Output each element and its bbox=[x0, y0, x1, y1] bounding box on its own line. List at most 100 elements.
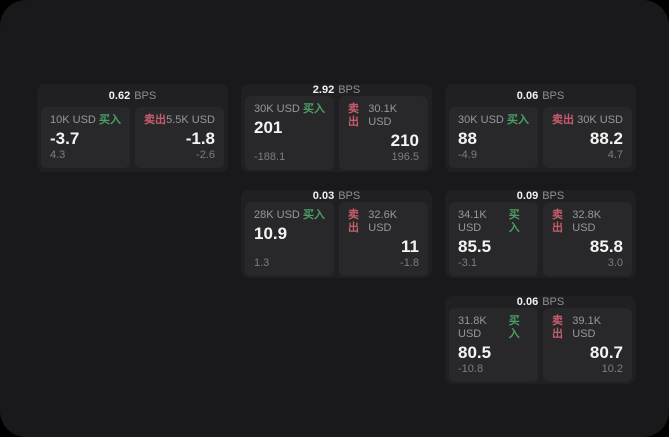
sell-price-value: 88.2 bbox=[589, 129, 623, 148]
sell-panel-top: 卖出 30K USD bbox=[552, 114, 623, 127]
sell-price-value: 11 bbox=[401, 237, 419, 256]
bps-unit-label: BPS bbox=[542, 190, 565, 202]
sell-price-value: -1.8 bbox=[185, 129, 215, 148]
card-header: 0.06 BPS bbox=[449, 84, 632, 107]
bps-unit-label: BPS bbox=[338, 84, 361, 96]
sell-side-label: 卖出 bbox=[144, 114, 166, 126]
sell-price-value: 85.8 bbox=[589, 237, 623, 256]
quote-card: 2.92 BPS 30K USD 买入 201 -188.1 卖出 30.1K … bbox=[241, 84, 432, 172]
quote-card: 0.06 BPS 31.8K USD 买入 80.5 -10.8 卖出 39.1… bbox=[445, 296, 636, 384]
sell-quote-panel[interactable]: 卖出 32.8K USD 85.8 3.0 bbox=[543, 202, 632, 276]
sell-delta-value: 3.0 bbox=[607, 257, 623, 269]
sell-quote-panel[interactable]: 卖出 30.1K USD 210 196.5 bbox=[339, 96, 428, 170]
buy-amount-label: 30K USD bbox=[458, 114, 504, 126]
quote-card: 0.03 BPS 28K USD 买入 10.9 1.3 卖出 32.6K US… bbox=[241, 190, 432, 278]
bps-spread-value: 2.92 bbox=[312, 84, 335, 96]
buy-side-label: 买入 bbox=[99, 114, 121, 126]
buy-price-value: 80.5 bbox=[458, 343, 492, 362]
buy-panel-top: 31.8K USD 买入 bbox=[458, 315, 529, 341]
bps-unit-label: BPS bbox=[134, 89, 157, 102]
sell-delta-value: 4.7 bbox=[607, 149, 623, 161]
quote-card: 0.06 BPS 30K USD 买入 88 -4.9 卖出 30K USD 8… bbox=[445, 84, 636, 172]
sell-quote-panel[interactable]: 卖出 39.1K USD 80.7 10.2 bbox=[543, 308, 632, 382]
quote-card: 0.09 BPS 34.1K USD 买入 85.5 -3.1 卖出 32.8K… bbox=[445, 190, 636, 278]
sell-side-label: 卖出 bbox=[552, 114, 574, 126]
sell-panel-top: 卖出 30.1K USD bbox=[348, 103, 419, 129]
bps-spread-value: 0.62 bbox=[108, 89, 131, 102]
buy-price-value: 10.9 bbox=[254, 224, 288, 243]
buy-panel-top: 34.1K USD 买入 bbox=[458, 209, 529, 235]
quote-panels: 10K USD 买入 -3.7 4.3 卖出 5.5K USD -1.8 -2.… bbox=[41, 107, 224, 168]
sell-side-label: 卖出 bbox=[552, 315, 563, 340]
card-header: 0.62 BPS bbox=[41, 84, 224, 107]
quote-panels: 30K USD 买入 88 -4.9 卖出 30K USD 88.2 4.7 bbox=[449, 107, 632, 168]
bps-spread-value: 0.03 bbox=[312, 190, 335, 202]
buy-quote-panel[interactable]: 28K USD 买入 10.9 1.3 bbox=[245, 202, 334, 276]
sell-quote-panel[interactable]: 卖出 5.5K USD -1.8 -2.6 bbox=[135, 107, 224, 168]
sell-amount-label: 32.6K USD bbox=[368, 209, 398, 234]
buy-amount-label: 10K USD bbox=[50, 114, 96, 126]
buy-panel-top: 10K USD 买入 bbox=[50, 114, 121, 127]
sell-side-label: 卖出 bbox=[552, 209, 563, 234]
buy-quote-panel[interactable]: 31.8K USD 买入 80.5 -10.8 bbox=[449, 308, 538, 382]
buy-quote-panel[interactable]: 10K USD 买入 -3.7 4.3 bbox=[41, 107, 130, 168]
card-header: 2.92 BPS bbox=[245, 84, 428, 96]
buy-panel-top: 28K USD 买入 bbox=[254, 209, 325, 222]
buy-amount-label: 31.8K USD bbox=[458, 315, 487, 340]
buy-amount-label: 34.1K USD bbox=[458, 209, 487, 234]
buy-amount-label: 30K USD bbox=[254, 103, 300, 115]
sell-quote-panel[interactable]: 卖出 32.6K USD 11 -1.8 bbox=[339, 202, 428, 276]
sell-panel-top: 卖出 39.1K USD bbox=[552, 315, 623, 341]
bps-unit-label: BPS bbox=[542, 89, 565, 102]
buy-side-label: 买入 bbox=[303, 103, 325, 115]
buy-side-label: 买入 bbox=[508, 209, 520, 234]
sell-delta-value: 196.5 bbox=[391, 151, 419, 163]
buy-delta-value: -4.9 bbox=[458, 149, 477, 161]
quote-card: 0.62 BPS 10K USD 买入 -3.7 4.3 卖出 5.5K USD… bbox=[37, 84, 228, 172]
quote-panels: 30K USD 买入 201 -188.1 卖出 30.1K USD 210 1… bbox=[245, 96, 428, 170]
sell-panel-top: 卖出 32.8K USD bbox=[552, 209, 623, 235]
buy-quote-panel[interactable]: 30K USD 买入 201 -188.1 bbox=[245, 96, 334, 170]
sell-amount-label: 39.1K USD bbox=[572, 315, 602, 340]
buy-side-label: 买入 bbox=[507, 114, 529, 126]
buy-delta-value: 4.3 bbox=[50, 149, 66, 161]
buy-side-label: 买入 bbox=[303, 209, 325, 221]
buy-side-label: 买入 bbox=[508, 315, 520, 340]
buy-delta-value: 1.3 bbox=[254, 257, 270, 269]
sell-amount-label: 30.1K USD bbox=[368, 103, 398, 128]
buy-price-value: 88 bbox=[458, 129, 477, 148]
sell-side-label: 卖出 bbox=[348, 209, 359, 234]
buy-delta-value: -3.1 bbox=[458, 257, 477, 269]
quote-panels: 34.1K USD 买入 85.5 -3.1 卖出 32.8K USD 85.8… bbox=[449, 202, 632, 276]
buy-quote-panel[interactable]: 30K USD 买入 88 -4.9 bbox=[449, 107, 538, 168]
buy-quote-panel[interactable]: 34.1K USD 买入 85.5 -3.1 bbox=[449, 202, 538, 276]
buy-panel-top: 30K USD 买入 bbox=[254, 103, 325, 116]
buy-price-value: -3.7 bbox=[50, 129, 80, 148]
bps-spread-value: 0.06 bbox=[516, 296, 539, 308]
bps-unit-label: BPS bbox=[542, 296, 565, 308]
quote-panels: 28K USD 买入 10.9 1.3 卖出 32.6K USD 11 -1.8 bbox=[245, 202, 428, 276]
quote-panels: 31.8K USD 买入 80.5 -10.8 卖出 39.1K USD 80.… bbox=[449, 308, 632, 382]
sell-panel-top: 卖出 32.6K USD bbox=[348, 209, 419, 235]
quote-cards-grid: 0.62 BPS 10K USD 买入 -3.7 4.3 卖出 5.5K USD… bbox=[37, 84, 636, 384]
card-header: 0.06 BPS bbox=[449, 296, 632, 308]
sell-amount-label: 32.8K USD bbox=[572, 209, 602, 234]
buy-amount-label: 28K USD bbox=[254, 209, 300, 221]
sell-amount-label: 30K USD bbox=[577, 114, 623, 126]
sell-price-value: 80.7 bbox=[589, 343, 623, 362]
buy-delta-value: -188.1 bbox=[254, 151, 286, 163]
sell-price-value: 210 bbox=[390, 131, 419, 150]
buy-delta-value: -10.8 bbox=[458, 363, 484, 375]
sell-panel-top: 卖出 5.5K USD bbox=[144, 114, 215, 127]
card-header: 0.03 BPS bbox=[245, 190, 428, 202]
sell-side-label: 卖出 bbox=[348, 103, 359, 128]
buy-price-value: 85.5 bbox=[458, 237, 492, 256]
buy-panel-top: 30K USD 买入 bbox=[458, 114, 529, 127]
bps-unit-label: BPS bbox=[338, 190, 361, 202]
sell-quote-panel[interactable]: 卖出 30K USD 88.2 4.7 bbox=[543, 107, 632, 168]
buy-price-value: 201 bbox=[254, 118, 283, 137]
sell-delta-value: -2.6 bbox=[196, 149, 215, 161]
sell-amount-label: 5.5K USD bbox=[166, 114, 215, 126]
sell-delta-value: -1.8 bbox=[400, 257, 419, 269]
